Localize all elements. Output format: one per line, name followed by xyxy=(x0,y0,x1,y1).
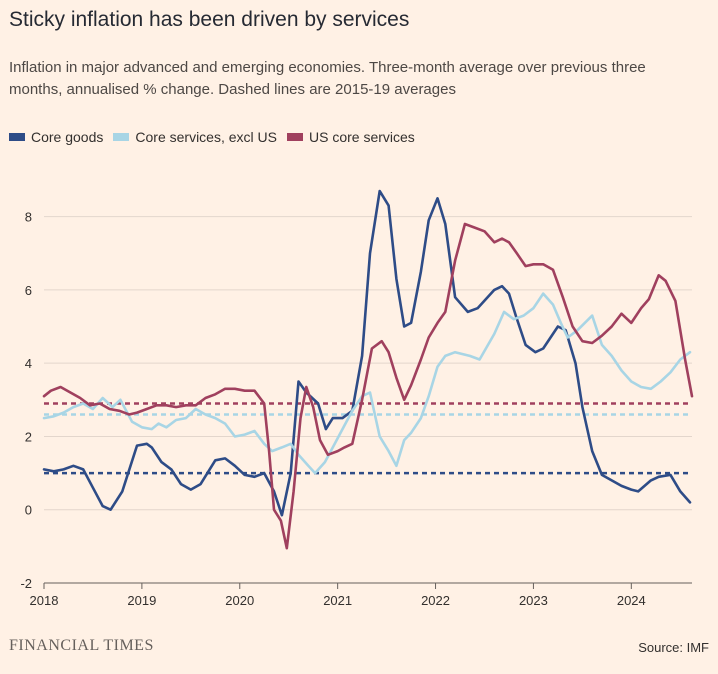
ft-brand-logo: FINANCIAL TIMES xyxy=(9,637,154,654)
series-lines xyxy=(42,189,694,550)
x-axis: 2018 2019 2020 2021 2022 2023 2024 xyxy=(30,582,692,608)
legend-item-core-goods: Core goods xyxy=(9,129,103,145)
reference-lines xyxy=(44,402,692,475)
series-line-0 xyxy=(42,189,692,517)
x-tick-label-2019: 2019 xyxy=(127,593,156,608)
y-tick-label--2: -2 xyxy=(20,576,32,591)
legend-item-us-core-services: US core services xyxy=(286,129,415,145)
y-tick-label-8: 8 xyxy=(25,210,32,225)
legend-label-core-goods: Core goods xyxy=(31,129,104,145)
source-note: Source: IMF xyxy=(638,640,709,655)
y-tick-label-2: 2 xyxy=(25,429,32,444)
legend-swatch-core-services-excl-us xyxy=(113,133,130,141)
legend-label-us-core-services: US core services xyxy=(308,129,415,145)
series-line-2 xyxy=(42,222,694,550)
legend-item-core-services-excl-us: Core services, excl US xyxy=(113,129,277,145)
chart-subtitle: Inflation in major advanced and emerging… xyxy=(9,59,646,98)
y-tick-label-0: 0 xyxy=(25,503,32,518)
legend-label-core-services-excl-us: Core services, excl US xyxy=(135,129,277,145)
y-tick-label-4: 4 xyxy=(25,356,32,371)
chart-title: Sticky inflation has been driven by serv… xyxy=(9,8,410,31)
x-tick-label-2024: 2024 xyxy=(617,593,646,608)
legend-swatch-core-goods xyxy=(9,133,25,141)
legend-swatch-us-core-services xyxy=(286,133,303,141)
y-tick-label-6: 6 xyxy=(25,283,32,298)
x-tick-label-2021: 2021 xyxy=(323,593,352,608)
x-tick-label-2018: 2018 xyxy=(30,593,59,608)
x-tick-label-2020: 2020 xyxy=(225,593,254,608)
x-tick-label-2022: 2022 xyxy=(421,593,450,608)
legend: Core goods Core services, excl US US cor… xyxy=(9,129,425,145)
x-tick-label-2023: 2023 xyxy=(519,593,548,608)
